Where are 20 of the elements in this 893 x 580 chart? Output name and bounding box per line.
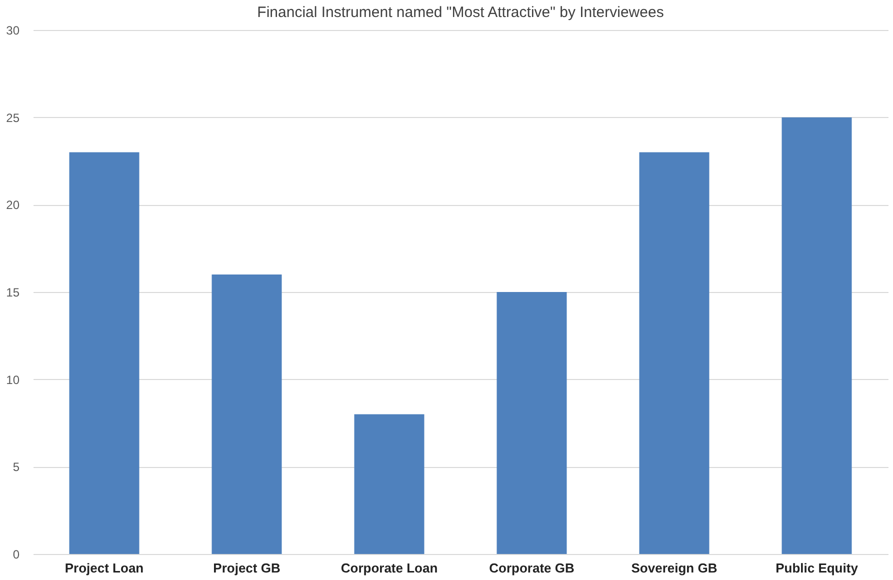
x-tick-label: Sovereign GB	[631, 560, 718, 576]
y-tick-label: 20	[6, 198, 20, 212]
bar	[212, 274, 282, 554]
x-tick-label: Project Loan	[64, 560, 144, 576]
bar	[639, 152, 710, 554]
y-tick-label: 25	[6, 110, 20, 125]
y-tick-label: 10	[6, 372, 20, 387]
bar	[496, 292, 567, 554]
x-tick-label: Corporate GB	[489, 560, 574, 576]
y-tick-label: 0	[12, 548, 20, 562]
chart-title: Financial Instrument named "Most Attractive" by Interviewees	[257, 4, 664, 21]
x-tick-label: Corporate Loan	[340, 560, 438, 576]
bar	[782, 117, 852, 554]
y-tick-label: 15	[6, 286, 20, 300]
bar	[69, 152, 140, 554]
x-tick-label: Project GB	[213, 560, 280, 576]
y-tick-label: 30	[6, 24, 20, 38]
bar	[354, 414, 424, 554]
y-tick-label: 5	[12, 460, 20, 474]
x-tick-label: Public Equity	[776, 560, 859, 576]
